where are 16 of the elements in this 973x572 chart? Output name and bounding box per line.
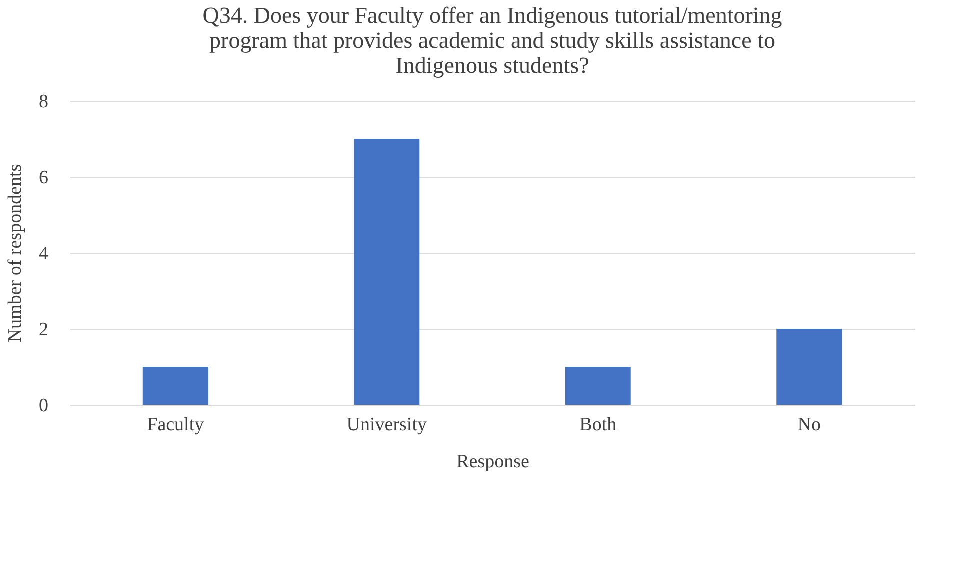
chart-title: Q34. Does your Faculty offer an Indigenous tutorial/mentoring program that provides academic and study skills assistance to Indigenous students?: [202, 3, 783, 78]
y-tick-label: 6: [39, 168, 48, 188]
y-axis-title: Number of respondents: [5, 164, 26, 343]
bar: [776, 329, 842, 405]
x-tick-label: University: [346, 414, 428, 436]
x-tick-label: Faculty: [147, 414, 205, 436]
y-tick-label: 8: [39, 92, 48, 112]
x-tick-label: No: [798, 414, 821, 436]
x-tick-label: Both: [580, 414, 618, 436]
bar: [354, 139, 420, 405]
x-axis-title: Response: [456, 452, 530, 472]
bar: [565, 367, 631, 405]
y-tick-label: 4: [39, 244, 49, 264]
bar: [142, 367, 208, 405]
y-tick-label: 0: [39, 396, 48, 416]
y-tick-label: 2: [39, 320, 48, 340]
